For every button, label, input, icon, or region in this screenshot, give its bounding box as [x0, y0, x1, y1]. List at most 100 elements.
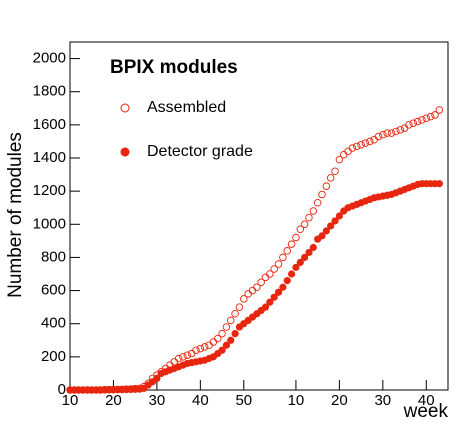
data-point: [301, 253, 309, 262]
data-point: [435, 180, 443, 188]
data-point: [261, 273, 270, 282]
data-point: [227, 336, 235, 344]
y-tick-label: 400: [41, 315, 66, 332]
data-point: [274, 260, 283, 268]
data-point: [240, 295, 248, 303]
legend-label: Assembled: [147, 99, 226, 116]
data-point: [253, 283, 261, 292]
data-point: [405, 121, 413, 129]
x-tick-label: 20: [105, 392, 122, 409]
data-point: [196, 344, 205, 353]
data-point: [174, 354, 183, 363]
data-point: [257, 278, 265, 287]
y-axis-title: Number of modules: [5, 132, 26, 298]
data-point: [422, 114, 431, 122]
data-point: [335, 212, 343, 220]
data-point: [309, 207, 318, 215]
data-point: [183, 351, 192, 359]
data-point: [283, 277, 291, 285]
data-point: [331, 217, 339, 225]
y-tick-label: 2000: [33, 50, 66, 67]
data-point: [231, 330, 239, 338]
legend-marker: [120, 147, 130, 157]
data-point: [296, 225, 305, 234]
data-point: [348, 144, 357, 152]
data-point: [418, 116, 426, 124]
data-point: [218, 329, 226, 338]
data-point: [192, 346, 200, 354]
data-point: [313, 198, 322, 207]
data-point: [153, 374, 161, 382]
data-point: [326, 174, 335, 182]
data-point: [366, 137, 374, 146]
data-point: [209, 338, 218, 346]
data-point: [374, 132, 383, 141]
data-point: [279, 283, 287, 291]
data-point: [205, 341, 213, 350]
data-point: [396, 126, 404, 134]
y-tick-label: 1600: [33, 116, 66, 133]
data-point: [218, 346, 226, 354]
legend-marker: [120, 103, 130, 113]
data-point: [400, 124, 409, 132]
data-point: [413, 117, 422, 126]
data-point: [296, 258, 304, 266]
x-tick-label: 30: [374, 392, 391, 409]
data-point: [327, 222, 335, 230]
data-point: [344, 147, 352, 156]
data-point: [292, 263, 300, 271]
data-point: [379, 131, 387, 139]
data-point: [318, 190, 326, 199]
data-point: [279, 253, 287, 262]
data-point: [235, 303, 244, 311]
data-point: [270, 265, 278, 273]
x-tick-label: 10: [288, 392, 305, 409]
data-point: [370, 136, 378, 144]
x-tick-label: 40: [418, 392, 435, 409]
y-tick-label: 0: [58, 381, 66, 398]
data-point: [392, 127, 400, 136]
data-point: [244, 290, 252, 298]
data-point: [331, 167, 339, 176]
data-point: [387, 129, 396, 137]
data-point: [248, 286, 257, 295]
data-point: [261, 303, 270, 311]
data-point: [435, 106, 444, 114]
data-point: [300, 220, 309, 229]
data-point: [335, 155, 344, 164]
x-tick-label: 30: [149, 392, 166, 409]
y-tick-label: 1800: [33, 83, 66, 100]
data-point: [318, 232, 326, 240]
data-point: [339, 150, 348, 159]
data-point: [309, 243, 317, 252]
data-point: [353, 142, 361, 151]
data-point: [431, 111, 439, 119]
x-tick-label: 10: [62, 392, 79, 409]
data-point: [305, 213, 313, 222]
y-tick-label: 1000: [33, 215, 66, 232]
data-point: [383, 129, 391, 137]
data-point: [266, 298, 274, 306]
data-point: [231, 310, 239, 318]
plot-frame: [69, 41, 449, 391]
data-point: [305, 248, 313, 257]
data-point: [187, 349, 196, 358]
data-point: [292, 233, 300, 242]
y-tick-label: 200: [41, 348, 66, 365]
data-point: [283, 247, 291, 255]
x-tick-label: 40: [192, 392, 209, 409]
y-tick-label: 600: [41, 282, 66, 299]
x-axis-title: week: [403, 401, 449, 422]
y-tick-label: 1400: [33, 149, 66, 166]
x-tick-label: 50: [235, 392, 252, 409]
data-point: [227, 316, 235, 325]
data-point: [322, 227, 330, 235]
data-point: [274, 288, 283, 296]
data-point: [270, 293, 278, 301]
data-point: [361, 139, 370, 147]
data-point: [322, 182, 331, 190]
data-point: [222, 341, 231, 349]
data-point: [213, 334, 222, 343]
legend-title: BPIX modules: [110, 57, 238, 78]
